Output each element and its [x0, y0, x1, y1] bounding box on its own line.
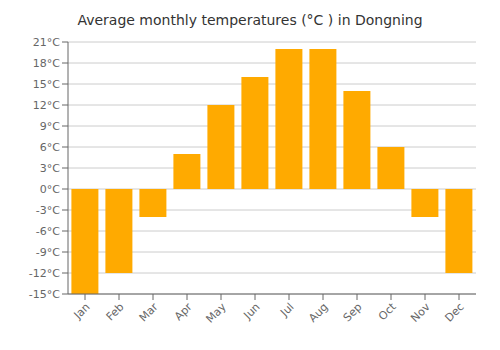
- svg-text:Feb: Feb: [104, 300, 127, 323]
- svg-text:6°C: 6°C: [40, 141, 60, 154]
- svg-text:Jun: Jun: [241, 300, 263, 322]
- svg-text:May: May: [203, 300, 229, 326]
- svg-text:Jul: Jul: [277, 300, 296, 319]
- svg-text:15°C: 15°C: [33, 78, 60, 91]
- svg-text:Sep: Sep: [341, 300, 365, 324]
- svg-text:Mar: Mar: [137, 300, 161, 324]
- svg-text:Aug: Aug: [306, 300, 330, 324]
- svg-text:-15°C: -15°C: [29, 288, 60, 301]
- svg-text:Dec: Dec: [442, 300, 466, 324]
- svg-text:-3°C: -3°C: [36, 204, 60, 217]
- svg-text:18°C: 18°C: [33, 57, 60, 70]
- svg-text:-9°C: -9°C: [36, 246, 60, 259]
- svg-text:0°C: 0°C: [40, 183, 60, 196]
- svg-text:21°C: 21°C: [33, 36, 60, 49]
- svg-text:3°C: 3°C: [40, 162, 60, 175]
- svg-text:Nov: Nov: [408, 300, 433, 325]
- svg-text:9°C: 9°C: [40, 120, 60, 133]
- svg-text:Jan: Jan: [71, 300, 93, 322]
- svg-text:Apr: Apr: [172, 300, 195, 323]
- svg-text:12°C: 12°C: [33, 99, 60, 112]
- html-text:Average monthly temperatures (: Average monthly temperatures (°C ) in Do…: [77, 12, 423, 28]
- svg-text:-12°C: -12°C: [29, 267, 60, 280]
- svg-text:-6°C: -6°C: [36, 225, 60, 238]
- svg-text:Oct: Oct: [376, 300, 399, 323]
